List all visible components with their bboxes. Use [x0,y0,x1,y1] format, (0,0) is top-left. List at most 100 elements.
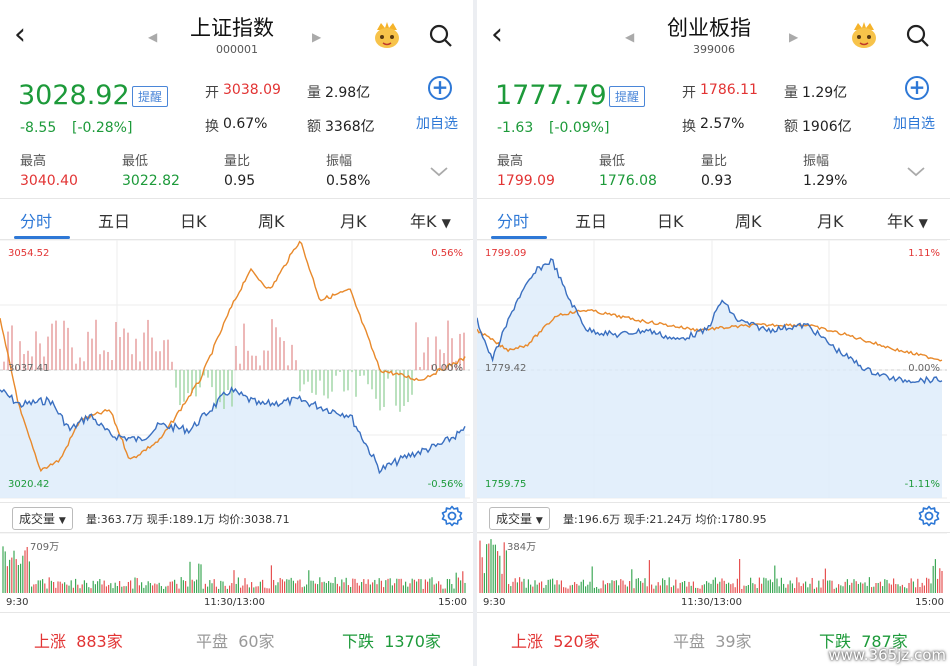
high-label: 最高 [20,154,47,169]
chart-y-top: 3054.52 [8,248,50,259]
mascot-icon[interactable] [372,20,402,50]
volume-bars [477,533,947,593]
intraday-chart[interactable] [0,240,470,500]
price-change-pct: [-0.09%] [549,120,610,136]
tab-2[interactable]: 日K [657,212,684,231]
chart-pct-mid: 0.00% [908,363,940,374]
page-title: 创业板指 [667,16,751,40]
back-icon[interactable]: ‹ [491,17,503,52]
tab-1[interactable]: 五日 [575,212,608,231]
search-icon[interactable] [428,23,454,49]
price-change: -8.55 [20,120,57,136]
page-title: 上证指数 [190,16,274,40]
tab-0[interactable]: 分时 [20,212,53,231]
amp-value: 1.29% [803,173,848,189]
chevron-down-icon[interactable] [907,162,925,181]
chevron-down-icon[interactable] [430,162,448,181]
tab-5[interactable]: 年K ▼ [887,212,928,231]
amount-label: 额 [784,119,798,135]
low-value: 1776.08 [599,173,657,189]
mascot-icon[interactable] [849,20,879,50]
tab-active-indicator [491,236,547,239]
divider-line [0,502,473,503]
time-mid: 11:30/13:00 [681,597,743,608]
intraday-chart[interactable] [477,240,947,500]
add-watchlist-button[interactable]: 加自选 [893,116,935,132]
price-area [477,259,942,498]
avg-line [0,240,466,473]
remind-button[interactable]: 提醒 [609,86,646,107]
volume-chart[interactable] [477,533,947,595]
add-watchlist-icon[interactable]: + [428,76,452,100]
time-end: 15:00 [438,597,467,608]
ratio-value: 0.95 [224,173,256,189]
volume-label: 量 [307,85,321,101]
divider-line [477,198,950,199]
volume-stats: 量:196.6万 现手:21.24万 均价:1780.95 [563,513,767,526]
index-code: 000001 [216,43,258,56]
volume-indicator-select[interactable]: 成交量 ▼ [12,507,73,530]
open-label: 开 [682,85,696,101]
chart-y-mid: 3037.41 [8,363,50,374]
current-price: 3028.92 [18,80,130,111]
panel-divider [473,0,477,666]
avg-line [477,308,943,362]
volume-value: 2.98亿 [325,85,371,101]
prev-index-icon[interactable]: ◀ [625,30,635,44]
time-mid: 11:30/13:00 [204,597,266,608]
price-change: -1.63 [497,120,534,136]
amp-label: 振幅 [326,154,353,169]
chart-y-top: 1799.09 [485,248,527,259]
ratio-value: 0.93 [701,173,733,189]
down-count: 下跌 1370家 [342,632,441,651]
volume-chart[interactable] [0,533,470,595]
chart-pct-bottom: -0.56% [427,479,463,490]
low-value: 3022.82 [122,173,180,189]
high-value: 3040.40 [20,173,78,189]
price-change-pct: [-0.28%] [72,120,133,136]
caret-down-icon: ▼ [441,216,451,230]
tab-4[interactable]: 月K [340,212,367,231]
gear-icon[interactable] [918,505,940,531]
amount-value: 3368亿 [325,119,375,135]
current-price: 1777.79 [495,80,607,111]
gear-icon[interactable] [441,505,463,531]
tab-4[interactable]: 月K [817,212,844,231]
divider-line [0,198,473,199]
volume-indicator-select[interactable]: 成交量 ▼ [489,507,550,530]
tab-5[interactable]: 年K ▼ [410,212,451,231]
low-label: 最低 [599,154,626,169]
volume-value: 1.29亿 [802,85,848,101]
time-start: 9:30 [6,597,29,608]
time-end: 15:00 [915,597,944,608]
up-count: 上涨 520家 [511,632,600,651]
add-watchlist-icon[interactable]: + [905,76,929,100]
caret-down-icon: ▼ [918,216,928,230]
amp-label: 振幅 [803,154,830,169]
remind-button[interactable]: 提醒 [132,86,169,107]
tab-1[interactable]: 五日 [98,212,131,231]
tab-0[interactable]: 分时 [497,212,530,231]
divider-line [0,612,473,613]
volume-bars [0,533,470,593]
open-value: 1786.11 [700,82,758,98]
flat-count: 平盘 39家 [673,632,752,651]
high-value: 1799.09 [497,173,555,189]
chart-y-bottom: 1759.75 [485,479,527,490]
amount-value: 1906亿 [802,119,852,135]
volume-max-label: 709万 [30,542,60,553]
tab-3[interactable]: 周K [258,212,285,231]
prev-index-icon[interactable]: ◀ [148,30,158,44]
turnover-label: 换 [682,119,696,135]
next-index-icon[interactable]: ▶ [312,30,322,44]
index-code: 399006 [693,43,735,56]
panel-chinext-index: ‹ ◀ 创业板指 399006 ▶ 1777.79 提醒 -1.63 [-0.0… [477,0,950,666]
search-icon[interactable] [905,23,931,49]
back-icon[interactable]: ‹ [14,17,26,52]
add-watchlist-button[interactable]: 加自选 [416,116,458,132]
chart-y-mid: 1779.42 [485,363,527,374]
tab-3[interactable]: 周K [735,212,762,231]
tab-2[interactable]: 日K [180,212,207,231]
ratio-label: 量比 [224,154,251,169]
next-index-icon[interactable]: ▶ [789,30,799,44]
